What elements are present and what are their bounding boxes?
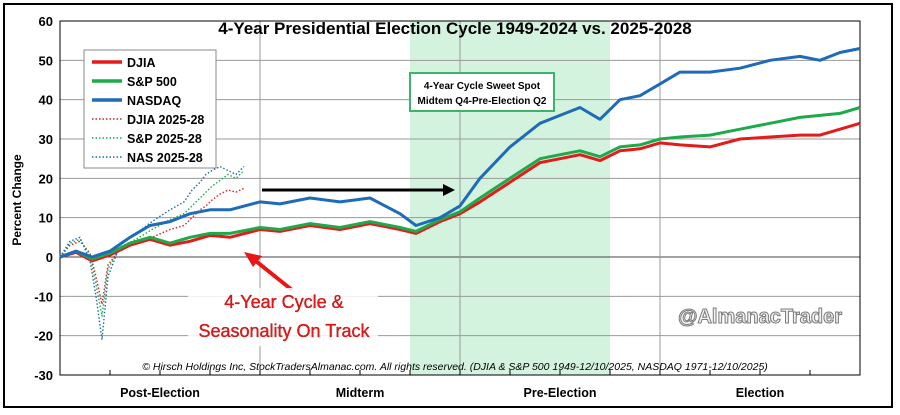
y-tick-label: 20 — [39, 171, 53, 186]
trend-arrowhead — [443, 184, 455, 196]
series-nasdaq — [59, 47, 861, 259]
series-nas-2025-28 — [59, 165, 245, 341]
callout-arrow-line — [250, 256, 294, 292]
sweet-spot-title: 4-Year Cycle Sweet Spot — [424, 81, 541, 92]
callout-line-2: Seasonality On Track — [198, 321, 370, 341]
callout-line-1: 4-Year Cycle & — [224, 292, 343, 312]
legend-label: NASDAQ — [127, 94, 181, 108]
legend-label: DJIA — [127, 56, 155, 70]
legend-label: S&P 500 — [127, 75, 177, 89]
phase-label-election: Election — [736, 386, 785, 400]
y-tick-label: 0 — [46, 250, 53, 265]
y-tick-label: -10 — [34, 289, 53, 304]
y-tick-label: 50 — [39, 53, 53, 68]
series-group — [59, 47, 861, 341]
y-tick-label: 60 — [39, 14, 53, 29]
y-axis-ticks: -30 -20 -10 0 10 20 30 40 50 60 — [34, 14, 53, 383]
legend-label: S&P 2025-28 — [127, 132, 202, 146]
series-djia — [59, 121, 861, 263]
y-tick-label: -30 — [34, 368, 53, 383]
sweet-spot-subtitle: Midtem Q4-Pre-Election Q2 — [418, 96, 547, 107]
y-tick-label: -20 — [34, 329, 53, 344]
callout-bg — [188, 288, 378, 346]
phase-label-midterm: Midterm — [336, 386, 385, 400]
legend-label: NAS 2025-28 — [127, 151, 203, 165]
y-tick-label: 30 — [39, 132, 53, 147]
callout-arrowhead — [244, 252, 262, 267]
phase-label-pre-election: Pre-Election — [524, 386, 597, 400]
copyright-note: © Hirsch Holdings Inc, StockTradersAlman… — [142, 361, 768, 373]
legend-label: DJIA 2025-28 — [127, 113, 204, 127]
plot-border — [59, 20, 861, 376]
chart-title: 4-Year Presidential Election Cycle 1949-… — [218, 19, 691, 38]
y-axis-label: Percent Change — [10, 154, 24, 246]
sweet-spot-label-box — [409, 72, 555, 112]
series-s-p-500 — [59, 106, 861, 261]
chart-frame — [3, 3, 893, 408]
legend: DJIA S&P 500 NASDAQ DJIA 2025-28 S&P 2025-28… — [92, 56, 204, 165]
series-djia-2025-28 — [59, 187, 245, 305]
x-axis-phase-labels: Post-Election Midterm Pre-Election Election — [120, 386, 784, 400]
y-tick-label: 40 — [39, 93, 53, 108]
y-tick-label: 10 — [39, 211, 53, 226]
watermark: @AlmanacTrader — [678, 306, 842, 328]
legend-box — [83, 49, 217, 169]
phase-label-post-election: Post-Election — [120, 386, 200, 400]
